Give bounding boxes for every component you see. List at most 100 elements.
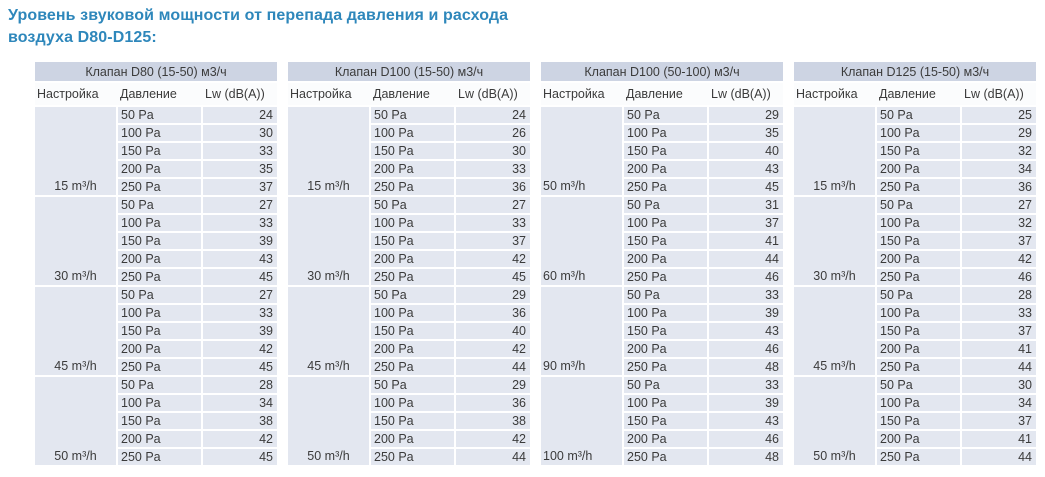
pressure-cell: 200 Pa	[117, 250, 203, 269]
pressure-cell: 200 Pa	[117, 340, 203, 359]
table-row: 150 Pa 37	[794, 232, 1036, 251]
pressure-cell: 250 Pa	[876, 178, 962, 197]
lw-cell: 43	[708, 322, 783, 341]
lw-cell: 45	[202, 268, 277, 287]
table-row: 50 m³/h 50 Pa 29	[288, 376, 530, 467]
lw-cell: 32	[961, 214, 1036, 233]
table-row: 100 Pa 37	[541, 214, 783, 233]
pressure-cell: 250 Pa	[623, 448, 709, 467]
lw-cell: 44	[708, 250, 783, 269]
table-row: 200 Pa 42	[35, 340, 277, 359]
table-row: 150 Pa 39	[35, 322, 277, 341]
col-header-pressure: Давление	[370, 82, 455, 107]
pressure-cell: 250 Pa	[876, 268, 962, 287]
lw-cell: 48	[708, 358, 783, 377]
table-row: 200 Pa 44	[541, 250, 783, 269]
pressure-cell: 100 Pa	[876, 304, 962, 323]
table-row: 150 Pa 43	[541, 322, 783, 341]
pressure-cell: 50 Pa	[117, 196, 203, 215]
lw-cell: 33	[708, 286, 783, 305]
table-row: 50 m³/h 50 Pa 28	[35, 376, 277, 467]
col-header-setting: Настройка	[794, 82, 876, 107]
lw-cell: 37	[961, 232, 1036, 251]
pressure-cell: 250 Pa	[876, 448, 962, 467]
pressure-cell: 50 Pa	[876, 376, 962, 395]
lw-cell: 30	[202, 124, 277, 143]
table-row: 200 Pa 34	[794, 160, 1036, 179]
lw-cell: 39	[202, 232, 277, 251]
table-row: 100 Pa 26	[288, 124, 530, 143]
pressure-cell: 250 Pa	[370, 448, 456, 467]
table-row: 250 Pa 45	[288, 268, 530, 287]
table-row: 100 Pa 34	[35, 394, 277, 413]
table-row: 150 Pa 30	[288, 142, 530, 161]
lw-cell: 27	[455, 196, 530, 215]
page-title-line-2: воздуха D80-D125:	[8, 29, 157, 46]
pressure-cell: 100 Pa	[117, 394, 203, 413]
table-header: Клапан D100 (15-50) м3/ч	[288, 62, 530, 83]
pressure-cell: 50 Pa	[876, 286, 962, 305]
pressure-cell: 100 Pa	[117, 214, 203, 233]
pressure-cell: 50 Pa	[623, 196, 709, 215]
lw-cell: 45	[708, 178, 783, 197]
table-row: 250 Pa 45	[541, 178, 783, 197]
table-row: 250 Pa 46	[794, 268, 1036, 287]
pressure-cell: 250 Pa	[623, 178, 709, 197]
lw-cell: 37	[708, 214, 783, 233]
pressure-cell: 150 Pa	[117, 322, 203, 341]
pressure-cell: 150 Pa	[117, 142, 203, 161]
lw-cell: 33	[708, 376, 783, 395]
lw-cell: 39	[708, 394, 783, 413]
table-row: 250 Pa 45	[35, 358, 277, 377]
pressure-cell: 150 Pa	[623, 142, 709, 161]
lw-cell: 43	[708, 160, 783, 179]
table-row: 250 Pa 44	[288, 448, 530, 467]
pressure-cell: 50 Pa	[370, 376, 456, 395]
setting-cell: 50 m³/h	[794, 376, 877, 467]
col-header-pressure: Давление	[876, 82, 961, 107]
lw-cell: 38	[455, 412, 530, 431]
pressure-cell: 200 Pa	[623, 160, 709, 179]
lw-cell: 41	[708, 232, 783, 251]
lw-cell: 46	[708, 268, 783, 287]
lw-cell: 36	[961, 178, 1036, 197]
table-row: 150 Pa 32	[794, 142, 1036, 161]
table-header: Клапан D80 (15-50) м3/ч	[35, 62, 277, 83]
col-header-lw: Lw (dB(A))	[455, 82, 530, 107]
lw-cell: 29	[455, 286, 530, 305]
valve-table: Клапан D80 (15-50) м3/ч Настройка Давление…	[35, 62, 277, 467]
table-row: 15 m³/h 50 Pa 25	[794, 106, 1036, 197]
lw-cell: 35	[708, 124, 783, 143]
setting-cell: 50 m³/h	[35, 376, 118, 467]
lw-cell: 45	[202, 358, 277, 377]
page-title-line-1: Уровень звуковой мощности от перепада да…	[8, 7, 509, 24]
lw-cell: 27	[202, 196, 277, 215]
pressure-cell: 150 Pa	[623, 232, 709, 251]
col-header-lw: Lw (dB(A))	[961, 82, 1036, 107]
pressure-cell: 250 Pa	[623, 358, 709, 377]
lw-cell: 48	[708, 448, 783, 467]
lw-cell: 30	[961, 376, 1036, 395]
pressure-cell: 150 Pa	[370, 322, 456, 341]
pressure-cell: 150 Pa	[876, 322, 962, 341]
pressure-cell: 50 Pa	[876, 196, 962, 215]
table-row: 250 Pa 45	[35, 268, 277, 287]
table-row: 200 Pa 42	[794, 250, 1036, 269]
table-row: 100 Pa 39	[541, 394, 783, 413]
lw-cell: 44	[961, 358, 1036, 377]
table-row: 50 m³/h 50 Pa 30	[794, 376, 1036, 467]
table-row: 15 m³/h 50 Pa 24	[288, 106, 530, 197]
table-row: 150 Pa 43	[541, 412, 783, 431]
table-row: 200 Pa 43	[35, 250, 277, 269]
table-row: 200 Pa 35	[35, 160, 277, 179]
table-row: 250 Pa 36	[288, 178, 530, 197]
pressure-cell: 200 Pa	[117, 430, 203, 449]
table-row: 150 Pa 37	[794, 412, 1036, 431]
table-row: 200 Pa 46	[541, 340, 783, 359]
pressure-cell: 200 Pa	[623, 250, 709, 269]
table-row: 150 Pa 40	[541, 142, 783, 161]
pressure-cell: 250 Pa	[117, 268, 203, 287]
table-row: 200 Pa 33	[288, 160, 530, 179]
pressure-cell: 100 Pa	[623, 214, 709, 233]
pressure-cell: 50 Pa	[623, 286, 709, 305]
